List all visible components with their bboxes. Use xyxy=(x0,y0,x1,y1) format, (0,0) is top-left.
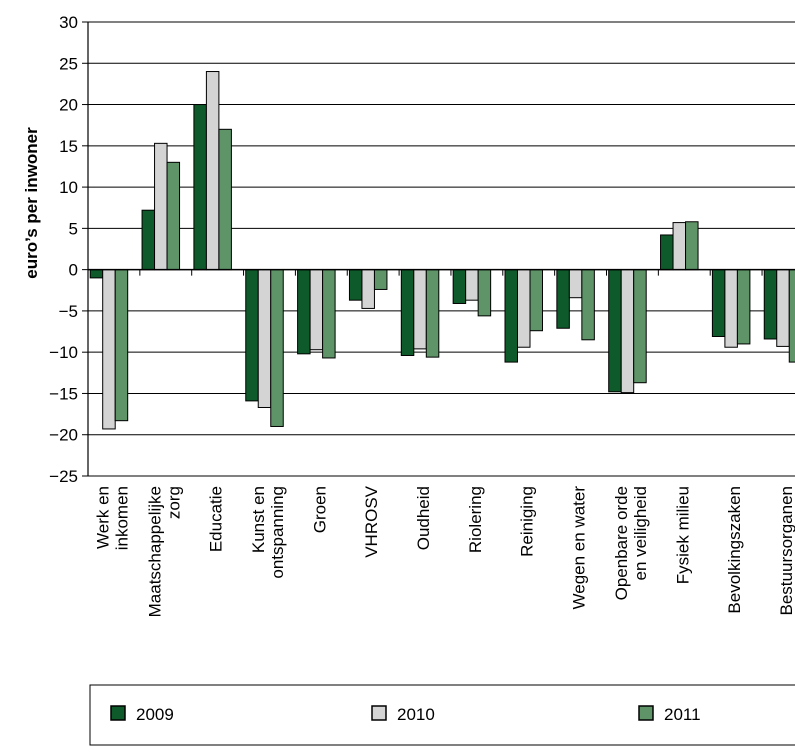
category-label: VHROSV xyxy=(362,485,381,557)
legend-swatch-2010 xyxy=(371,705,387,721)
category-label: Openbare orde xyxy=(612,486,631,600)
category-label: Oudheid xyxy=(414,486,433,550)
bar-2010 xyxy=(154,142,168,271)
category-label: Riolering xyxy=(466,486,485,553)
y-tick-label: −15 xyxy=(49,384,78,403)
bar-2010 xyxy=(257,269,272,408)
y-tick-label: 0 xyxy=(69,261,78,280)
bar-2010 xyxy=(413,269,427,350)
bar-2011 xyxy=(633,269,647,384)
category-label: Fysiek milieu xyxy=(673,486,692,584)
bar-2010 xyxy=(205,71,220,271)
category-label: Educatie xyxy=(207,486,226,552)
bar-2009 xyxy=(89,269,104,279)
bar-2010 xyxy=(724,269,738,348)
category-label: Kunst en xyxy=(249,486,268,553)
bar-2010 xyxy=(361,269,375,309)
bar-2011 xyxy=(425,269,440,358)
category-label: Reiniging xyxy=(518,486,537,557)
category-label: inkomen xyxy=(112,486,131,550)
bar-2011 xyxy=(736,269,751,345)
legend-swatch-2011 xyxy=(638,705,654,721)
bar-2011 xyxy=(114,269,129,422)
category-label: Werk en xyxy=(93,486,112,549)
bar-2009 xyxy=(348,269,363,301)
bar-2011 xyxy=(788,269,795,363)
y-tick-label: 10 xyxy=(59,178,78,197)
y-tick-label: −25 xyxy=(49,467,78,486)
category-label: Wegen en water xyxy=(570,486,589,610)
bar-2009 xyxy=(711,269,726,337)
bar-2010 xyxy=(672,222,687,271)
y-tick-label: 15 xyxy=(59,137,78,156)
bar-2009 xyxy=(245,269,259,402)
bar-2011 xyxy=(270,269,284,427)
bar-2009 xyxy=(763,269,778,340)
bar-2009 xyxy=(400,269,415,356)
y-tick-label: 30 xyxy=(59,13,78,32)
bar-2010 xyxy=(517,269,531,348)
category-label: Bevolkingszaken xyxy=(725,486,744,614)
y-tick-label: 5 xyxy=(69,219,78,238)
legend-swatch-2009 xyxy=(110,705,126,721)
y-tick-label: −20 xyxy=(49,426,78,445)
bar-2011 xyxy=(685,221,699,271)
category-label: Maatschappelijke xyxy=(145,486,164,617)
bar-2011 xyxy=(166,161,181,271)
category-label: ontspanning xyxy=(268,486,287,579)
bar-2011 xyxy=(477,269,492,317)
category-label: Groen xyxy=(310,486,329,533)
category-label: en veiligheid xyxy=(631,486,650,581)
legend-label-2011: 2011 xyxy=(664,705,701,724)
legend: 2009 2010 2011 xyxy=(89,684,795,746)
y-tick-label: 20 xyxy=(59,96,78,115)
bar-2011 xyxy=(322,269,336,359)
bar-2010 xyxy=(465,269,479,301)
bar-2009 xyxy=(452,269,467,304)
bar-2009 xyxy=(660,234,674,271)
bar-2009 xyxy=(608,269,622,393)
bar-2011 xyxy=(529,269,543,332)
bar-2010 xyxy=(309,269,324,351)
bar-2010 xyxy=(568,269,583,299)
y-tick-label: 25 xyxy=(59,54,78,73)
bars-layer xyxy=(89,71,795,430)
bar-2011 xyxy=(581,269,595,341)
bar-2010 xyxy=(620,269,635,394)
legend-box xyxy=(89,684,795,746)
bar-2011 xyxy=(373,269,388,290)
legend-label-2009: 2009 xyxy=(136,705,174,724)
bar-2009 xyxy=(141,209,156,271)
bar-2009 xyxy=(297,269,311,355)
bar-2010 xyxy=(102,269,116,430)
bar-2011 xyxy=(218,128,232,271)
category-label: Bestuursorganen xyxy=(777,486,795,615)
legend-label-2010: 2010 xyxy=(397,705,435,724)
bar-2010 xyxy=(776,269,790,347)
bar-2009 xyxy=(556,269,570,329)
y-tick-label: −5 xyxy=(59,302,78,321)
y-axis-label: euro’s per inwoner xyxy=(22,127,41,279)
axis-layer: 30 25 20 15 10 5 0 −5 −10 −15 −20 −25 Werk en inkomen… xyxy=(49,13,795,617)
bar-2009 xyxy=(504,269,518,363)
category-label: zorg xyxy=(164,486,183,519)
y-tick-label: −10 xyxy=(49,343,78,362)
bar-2009 xyxy=(193,104,207,271)
